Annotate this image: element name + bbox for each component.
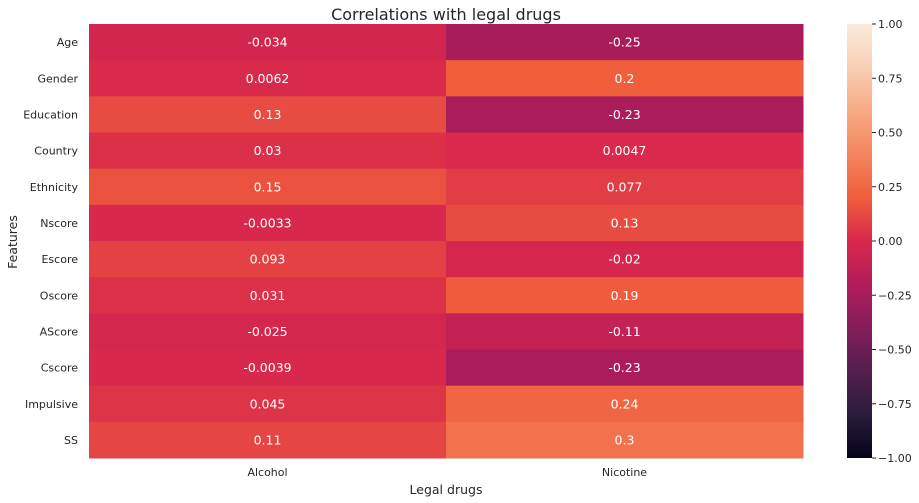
heatmap-cell: [89, 277, 447, 314]
cell-value-label: -0.25: [608, 35, 640, 50]
heatmap-cell: [89, 168, 447, 206]
cell-value-label: 0.24: [611, 396, 639, 411]
heatmap-cell: [89, 132, 447, 170]
row-tick-label: Escore: [41, 253, 78, 266]
cell-value-label: -0.034: [247, 35, 287, 50]
cell-value-label: 0.0062: [246, 71, 290, 86]
colorbar-tick-label: −0.75: [878, 398, 912, 411]
heatmap-cell: [446, 96, 804, 133]
row-tick-label: Nscore: [40, 217, 78, 230]
colorbar-ticks: 1.00 0.75 0.50 0.25 0.00 −0.25 −0.50 −0.75 −1.00: [872, 18, 912, 465]
colorbar-tick-label: 0.75: [878, 72, 903, 85]
column-tick-label: Nicotine: [602, 466, 647, 479]
heatmap-cell: [446, 313, 804, 350]
chart-title: Correlations with legal drugs: [331, 5, 561, 24]
cell-value-label: 0.13: [254, 107, 282, 122]
cell-value-label: -0.11: [608, 324, 640, 339]
heatmap-cell: [446, 168, 804, 206]
row-tick-label: Age: [57, 36, 79, 49]
column-tick-labels: Alcohol Nicotine: [247, 466, 647, 479]
row-tick-label: Education: [23, 108, 78, 121]
row-tick-label: Cscore: [41, 362, 78, 375]
row-tick-label: Oscore: [40, 289, 78, 302]
colorbar-tick-label: −0.25: [878, 289, 912, 302]
cell-value-label: 0.03: [254, 143, 282, 158]
row-tick-label: Ethnicity: [30, 181, 79, 194]
cell-value-label: 0.031: [250, 288, 286, 303]
heatmap-cell: [446, 241, 804, 278]
row-tick-label: Country: [34, 145, 78, 158]
heatmap-cell: [446, 385, 804, 423]
heatmap-cell: [89, 96, 447, 133]
colorbar-tick-label: 0.00: [878, 235, 903, 248]
heatmap-cell: [446, 24, 804, 61]
cell-value-label: 0.0047: [603, 143, 647, 158]
heatmap-cell: [446, 421, 804, 459]
cell-value-label: 0.15: [254, 179, 282, 194]
row-tick-label: Gender: [37, 72, 78, 85]
colorbar-tick-label: −1.00: [878, 452, 912, 465]
heatmap-cell: [446, 277, 804, 314]
heatmap-cell: [89, 385, 447, 423]
colorbar-tick-label: −0.50: [878, 344, 912, 357]
cell-value-label: 0.077: [607, 179, 643, 194]
heatmap-cell: [446, 60, 804, 97]
heatmap-cell: [446, 204, 804, 242]
colorbar-tick-label: 0.25: [878, 181, 903, 194]
row-tick-label: Impulsive: [25, 398, 78, 411]
cell-value-label: 0.3: [615, 432, 635, 447]
cell-value-label: 0.2: [615, 71, 635, 86]
cell-value-label: 0.045: [250, 396, 286, 411]
cell-value-label: 0.093: [250, 252, 286, 267]
heatmap-grid: -0.034 -0.25 0.0062 0.2 0.13 -0.23 0.03 0.0047 0…: [89, 24, 804, 459]
heatmap-cell: [446, 349, 804, 387]
heatmap-cell: [89, 421, 447, 459]
cell-value-label: 0.19: [611, 288, 639, 303]
heatmap-cell: [89, 349, 447, 387]
row-tick-labels: Age Gender Education Country Ethnicity Nscore…: [23, 36, 78, 447]
colorbar-tick-label: 0.50: [878, 127, 903, 140]
colorbar-tick-label: 1.00: [878, 18, 903, 31]
column-tick-label: Alcohol: [247, 466, 287, 479]
heatmap-cell: [89, 60, 447, 97]
heatmap-cell: [89, 241, 447, 278]
cell-value-label: -0.02: [608, 252, 640, 267]
x-axis-label: Legal drugs: [410, 482, 483, 497]
heatmap-cell: [89, 313, 447, 350]
colorbar: [847, 24, 872, 458]
row-tick-label: SS: [64, 434, 78, 447]
heatmap-cell: [89, 204, 447, 242]
cell-value-label: 0.11: [254, 432, 282, 447]
cell-value-label: -0.0033: [243, 215, 291, 230]
y-axis-label: Features: [5, 215, 20, 269]
cell-value-label: -0.23: [608, 107, 640, 122]
heatmap-cell: [446, 132, 804, 170]
heatmap-cell: [89, 24, 447, 61]
cell-value-label: -0.025: [247, 324, 287, 339]
cell-value-label: 0.13: [611, 215, 639, 230]
cell-value-label: -0.23: [608, 360, 640, 375]
cell-value-label: -0.0039: [243, 360, 291, 375]
row-tick-label: AScore: [40, 325, 79, 338]
